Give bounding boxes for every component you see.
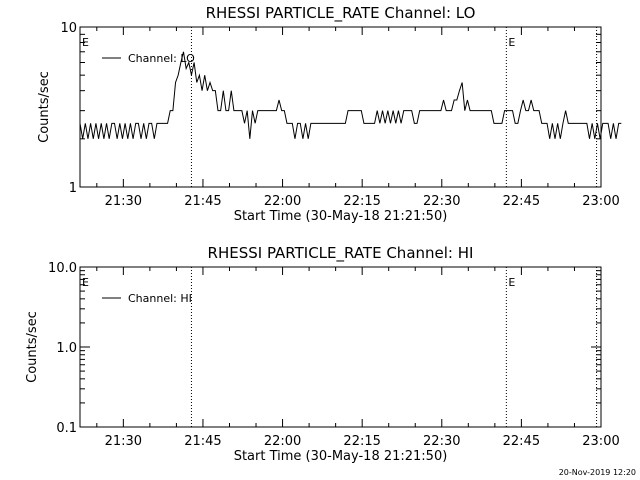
legend-entry: Channel: LO — [128, 52, 195, 65]
axis-left-marker-label: E — [82, 276, 89, 289]
plot-frame — [79, 26, 602, 188]
x-tick-label: 22:30 — [423, 194, 460, 209]
y-axis-label: Counts/sec — [37, 71, 52, 143]
series-line-0 — [79, 51, 622, 139]
chart-title: RHESSI PARTICLE_RATE Channel: HI — [208, 244, 474, 263]
panel-lo: RHESSI PARTICLE_RATE Channel: LO Start Ti… — [37, 4, 622, 224]
x-tick-label: 21:30 — [105, 194, 142, 209]
x-tick-label: 22:15 — [343, 194, 380, 209]
y-tick-label: 0.1 — [56, 421, 77, 436]
x-axis-label: Start Time (30-May-18 21:21:50) — [234, 209, 448, 224]
event-marker-label: E — [508, 36, 515, 49]
x-tick-label: 22:45 — [503, 194, 540, 209]
x-tick-label: 22:00 — [264, 194, 301, 209]
x-tick-label: 21:30 — [105, 434, 142, 449]
x-tick-label: 21:45 — [184, 434, 221, 449]
axis-left-marker-label: E — [82, 36, 89, 49]
panel-hi: RHESSI PARTICLE_RATE Channel: HI Start Ti… — [25, 244, 620, 464]
x-tick-label: 22:15 — [343, 434, 380, 449]
y-tick-label: 10 — [60, 21, 77, 36]
legend-entry: Channel: HI — [128, 292, 192, 305]
plot-timestamp: 20-Nov-2019 12:20 — [559, 468, 636, 477]
x-tick-label: 23:00 — [582, 194, 619, 209]
x-tick-label: 23:00 — [582, 434, 619, 449]
x-tick-label: 22:00 — [264, 434, 301, 449]
y-axis-label: Counts/sec — [25, 311, 40, 383]
y-tick-label: 10.0 — [48, 261, 77, 276]
y-tick-label: 1.0 — [56, 341, 77, 356]
chart-title: RHESSI PARTICLE_RATE Channel: LO — [206, 4, 476, 23]
y-tick-label: 1 — [69, 181, 77, 196]
plot-frame — [79, 266, 602, 428]
x-tick-label: 22:30 — [423, 434, 460, 449]
x-axis-label: Start Time (30-May-18 21:21:50) — [234, 449, 448, 464]
event-marker-label: E — [508, 276, 515, 289]
x-tick-label: 22:45 — [503, 434, 540, 449]
x-tick-label: 21:45 — [184, 194, 221, 209]
